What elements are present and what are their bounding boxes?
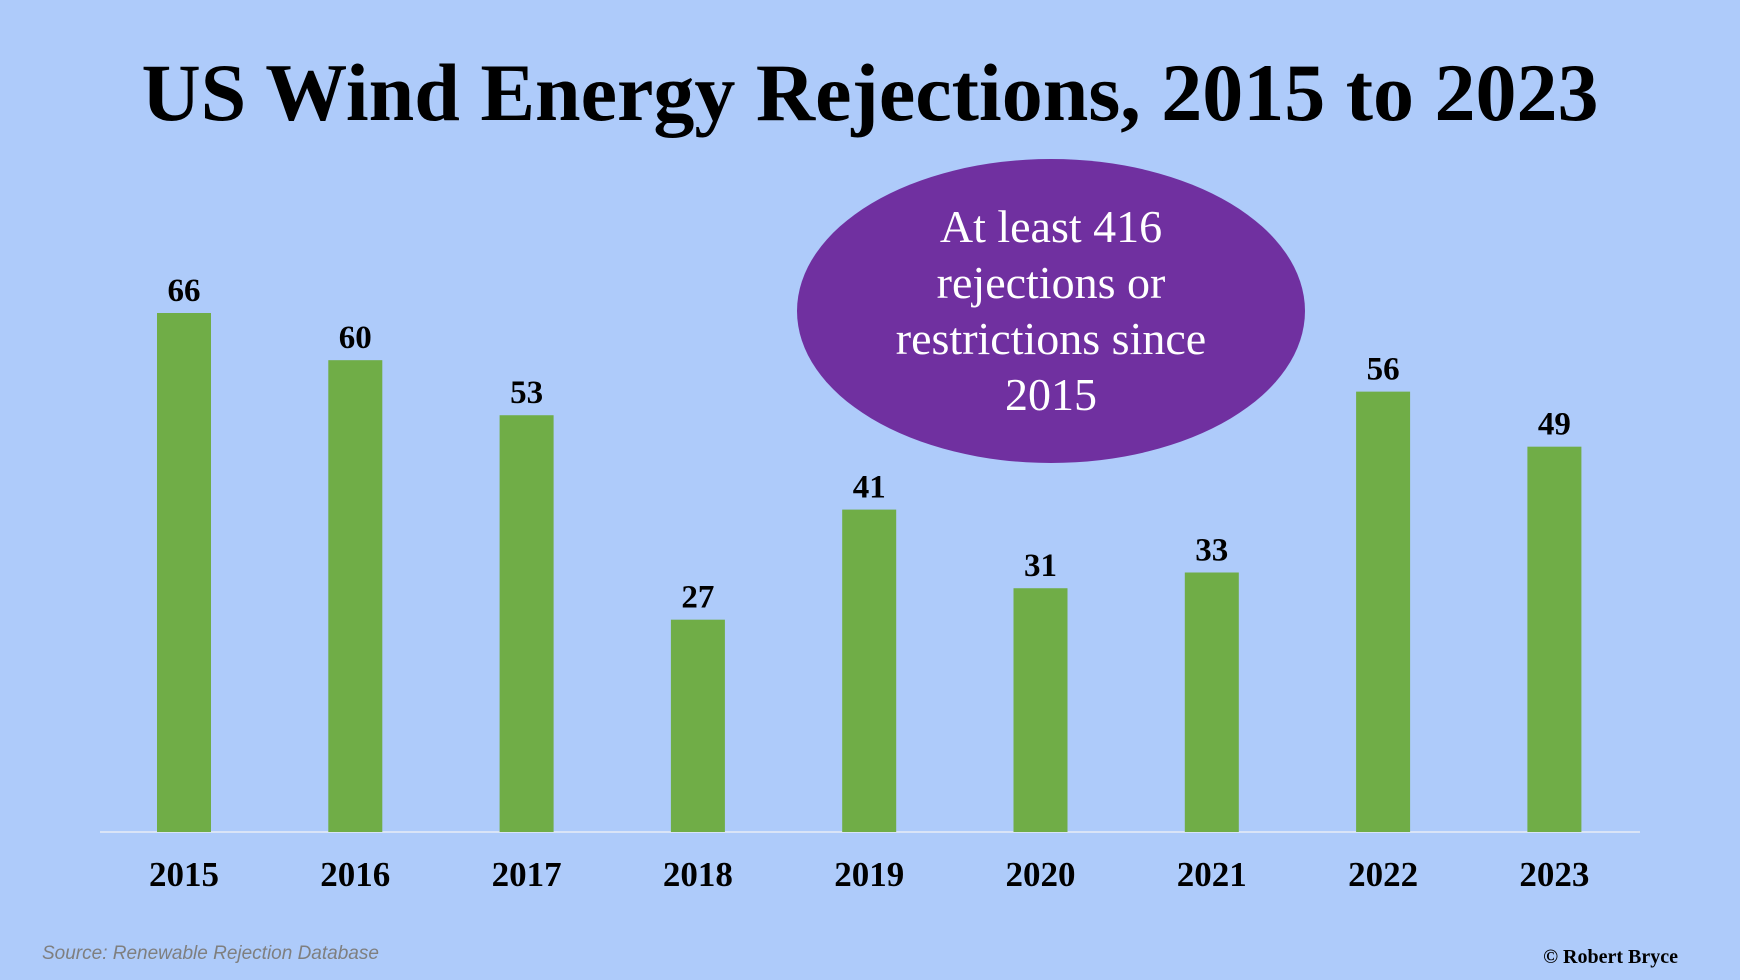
source-note: Source: Renewable Rejection Database xyxy=(42,943,379,964)
summary-callout: At least 416 rejections or restrictions … xyxy=(797,159,1305,463)
bar-2020 xyxy=(1013,588,1068,832)
bar-2016 xyxy=(328,360,383,832)
data-label-2016: 60 xyxy=(339,320,372,356)
bar-2019 xyxy=(842,509,897,832)
x-tick-label-2019: 2019 xyxy=(834,855,904,894)
copyright-credit: © Robert Bryce xyxy=(1543,946,1678,968)
summary-callout-text: At least 416 rejections or restrictions … xyxy=(895,201,1207,420)
x-tick-label-2022: 2022 xyxy=(1348,855,1418,894)
data-label-2019: 41 xyxy=(853,470,886,506)
data-label-2018: 27 xyxy=(681,580,714,616)
data-label-2017: 53 xyxy=(510,375,543,411)
x-tick-label-2017: 2017 xyxy=(492,855,562,894)
data-label-2022: 56 xyxy=(1367,352,1400,388)
x-tick-label-2020: 2020 xyxy=(1006,855,1076,894)
data-label-2023: 49 xyxy=(1538,407,1571,443)
data-label-2020: 31 xyxy=(1024,548,1057,584)
x-tick-label-2023: 2023 xyxy=(1519,855,1589,894)
bar-2022 xyxy=(1356,391,1411,832)
bar-2015 xyxy=(157,313,211,832)
x-tick-label-2015: 2015 xyxy=(149,855,219,894)
bar-2018 xyxy=(670,619,725,832)
x-tick-label-2018: 2018 xyxy=(663,855,733,894)
bar-2021 xyxy=(1184,572,1239,832)
data-label-2021: 33 xyxy=(1195,533,1228,569)
x-tick-label-2021: 2021 xyxy=(1177,855,1247,894)
chart-title: US Wind Energy Rejections, 2015 to 2023 xyxy=(141,47,1599,138)
bar-2023 xyxy=(1527,446,1582,832)
bar-2017 xyxy=(499,415,554,832)
x-tick-label-2016: 2016 xyxy=(320,855,390,894)
data-label-2015: 66 xyxy=(168,273,201,309)
